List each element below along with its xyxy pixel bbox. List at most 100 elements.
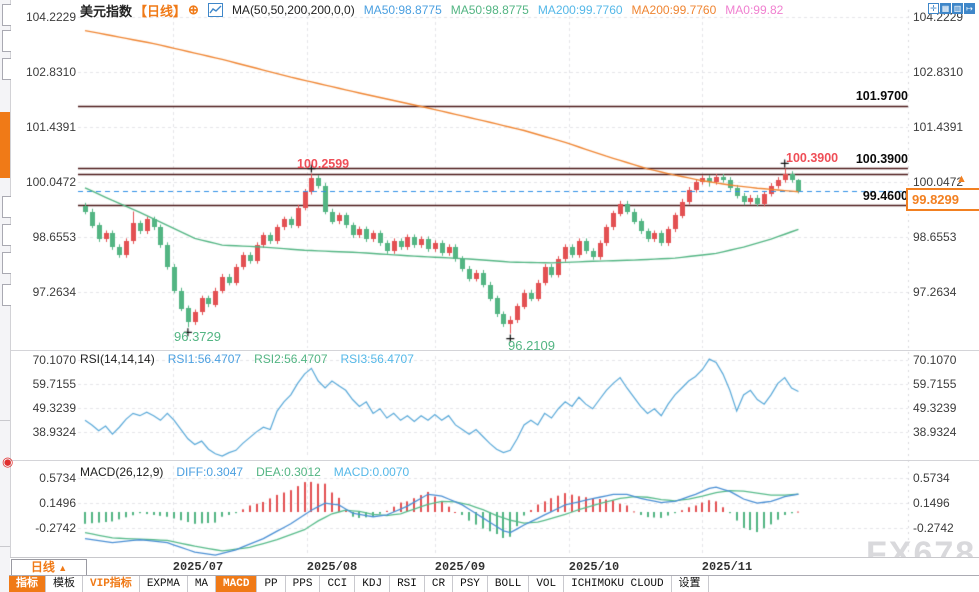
crosshair-icon[interactable]: ✛ — [928, 3, 939, 14]
macd-title: MACD(26,12,9) — [80, 465, 164, 479]
symbol-name: 美元指数 — [80, 3, 133, 19]
toolbar-button[interactable] — [2, 284, 11, 306]
toolbar-divider — [0, 420, 10, 421]
tab-expma[interactable]: EXPMA — [140, 576, 188, 592]
chart-header: 美元指数 【日线】 ⊕ MA(50,50,200,200,0,0) MA50:9… — [80, 2, 784, 19]
price-axis-label: 97.2634 — [913, 285, 957, 299]
rsi-axis-label: 49.3239 — [32, 401, 76, 415]
swing-low-label: 96.3729 — [174, 329, 221, 344]
price-axis-label: 102.8310 — [913, 65, 964, 79]
price-axis-label: 104.2229 — [25, 10, 76, 24]
tab-rsi[interactable]: RSI — [390, 576, 425, 592]
pop-out-icon[interactable]: ↦ — [964, 3, 975, 14]
tab-kdj[interactable]: KDJ — [355, 576, 391, 592]
toolbar-button[interactable] — [2, 252, 11, 274]
resistance-level-label: 100.3900 — [855, 152, 908, 166]
date-label: 2025/08 — [306, 560, 358, 574]
pane-divider[interactable] — [10, 350, 979, 351]
rsi-axis-label: 70.1070 — [913, 353, 957, 367]
rsi-header: RSI(14,14,14) RSI1:56.4707 RSI2:56.4707 … — [80, 352, 414, 366]
tab-pp[interactable]: PP — [257, 576, 286, 592]
tab-psy[interactable]: PSY — [453, 576, 488, 592]
price-axis-label: 97.2634 — [32, 285, 76, 299]
macd-axis-label: -0.2742 — [35, 521, 76, 535]
left-toolbar — [0, 0, 11, 592]
diff-value: DIFF:0.3047 — [176, 465, 244, 479]
price-axis-label: 100.0472 — [25, 175, 76, 189]
tab-ma[interactable]: MA — [188, 576, 217, 592]
price-axis-label: 98.6553 — [913, 230, 957, 244]
price-axis-label: 101.4391 — [913, 120, 964, 134]
ma-params: MA(50,50,200,200,0,0) — [231, 3, 355, 17]
ma50-value-1: MA50:98.8775 — [363, 3, 442, 17]
window-controls: ✛ ▦ ▥ ↦ — [928, 3, 975, 14]
date-label: 2025/07 — [172, 560, 224, 574]
tab-pps[interactable]: PPS — [286, 576, 321, 592]
macd-value: MACD:0.0070 — [333, 465, 410, 479]
timeframe-label: 日线 — [30, 560, 55, 574]
rsi-axis-label: 59.7155 — [913, 377, 957, 391]
price-axis-label: 101.4391 — [25, 120, 76, 134]
chart-window-icon[interactable]: ▦ — [940, 3, 951, 14]
ma50-value-2: MA50:98.8775 — [450, 3, 529, 17]
support-level-label: 99.4600 — [862, 189, 908, 203]
indicator-window-icon[interactable]: ▥ — [952, 3, 963, 14]
mini-chart-icon[interactable] — [207, 3, 223, 17]
ma0-value: MA0:99.82 — [725, 3, 784, 17]
rsi-axis-label: 38.9324 — [32, 425, 76, 439]
rsi-axis-label: 70.1070 — [32, 353, 76, 367]
macd-axis-label: -0.2742 — [913, 521, 954, 535]
tab-ichimoku[interactable]: ICHIMOKU CLOUD — [564, 576, 672, 592]
dea-value: DEA:0.3012 — [256, 465, 321, 479]
macd-axis-label: 0.1496 — [913, 496, 950, 510]
rsi-axis-label: 38.9324 — [913, 425, 957, 439]
rsi3-value: RSI3:56.4707 — [340, 352, 414, 366]
tab-cr[interactable]: CR — [425, 576, 454, 592]
toolbar-button[interactable] — [2, 30, 11, 52]
toolbar-button-active[interactable] — [0, 112, 10, 178]
swing-low-label: 96.2109 — [508, 338, 555, 353]
rsi2-value: RSI2:56.4707 — [254, 352, 328, 366]
date-label: 2025/11 — [701, 560, 753, 574]
toolbar-button[interactable] — [2, 224, 11, 246]
ma200-value-1: MA200:99.7760 — [537, 3, 623, 17]
tab-vip-indicators[interactable]: VIP指标 — [83, 576, 140, 592]
date-label: 2025/09 — [434, 560, 486, 574]
rsi1-value: RSI1:56.4707 — [167, 352, 242, 366]
tab-vol[interactable]: VOL — [529, 576, 565, 592]
date-label: 2025/10 — [568, 560, 620, 574]
current-price-badge: 99.8299 — [906, 188, 979, 211]
tab-boll[interactable]: BOLL — [488, 576, 530, 592]
tab-settings[interactable]: 设置 — [672, 576, 709, 592]
toolbar-button[interactable] — [2, 58, 11, 80]
latest-price-arrow-icon[interactable]: ▲ — [956, 173, 967, 185]
macd-header: MACD(26,12,9) DIFF:0.3047 DEA:0.3012 MAC… — [80, 465, 409, 479]
price-axis-label: 100.0472 — [913, 175, 964, 189]
time-axis: 日线 ▲ 2025/07 2025/08 2025/09 2025/10 202… — [10, 557, 979, 576]
price-axis-label: 98.6553 — [32, 230, 76, 244]
tab-macd[interactable]: MACD — [216, 576, 258, 592]
hot-spot-icon[interactable]: ◉ — [2, 454, 14, 469]
toolbar-button[interactable] — [2, 196, 11, 218]
resistance-level-label: 101.9700 — [855, 89, 908, 103]
rsi-axis-label: 49.3239 — [913, 401, 957, 415]
add-indicator-icon[interactable]: ⊕ — [188, 2, 199, 17]
high-price-label: 100.3900 — [786, 151, 839, 165]
rsi-title: RSI(14,14,14) — [80, 352, 155, 366]
tab-templates[interactable]: 模板 — [46, 576, 83, 592]
tab-cci[interactable]: CCI — [320, 576, 356, 592]
indicator-tabbar: 指标 模板 VIP指标 EXPMA MA MACD PP PPS CCI KDJ… — [9, 575, 979, 592]
macd-axis-label: 0.1496 — [39, 496, 76, 510]
ma200-value-2: MA200:99.7760 — [631, 3, 717, 17]
timeframe-selector[interactable]: 日线 ▲ — [11, 559, 87, 576]
tab-indicators[interactable]: 指标 — [9, 576, 46, 592]
price-axis-label: 102.8310 — [25, 65, 76, 79]
peak-price-label: 100.2599 — [297, 157, 350, 171]
dropdown-arrow-icon: ▲ — [58, 563, 68, 573]
pane-divider[interactable] — [10, 460, 979, 461]
toolbar-button[interactable] — [2, 4, 11, 26]
rsi-axis-label: 59.7155 — [32, 377, 76, 391]
macd-axis-label: 0.5734 — [39, 471, 76, 485]
